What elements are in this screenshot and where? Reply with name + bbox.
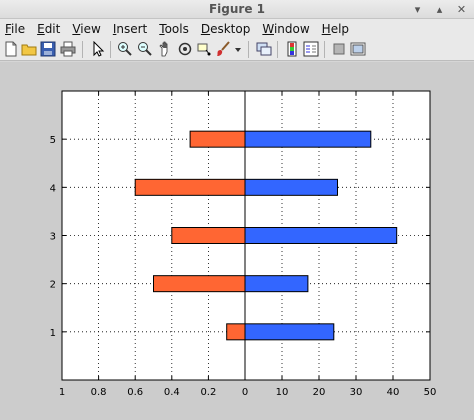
brush-menu-icon[interactable] [233,41,243,57]
legend-icon[interactable] [303,41,319,57]
print-icon[interactable] [60,41,76,57]
bar-right-2 [244,275,309,293]
toolbar-separator [110,41,111,58]
x-tick-label-right: 10 [276,387,289,398]
link-plot-icon[interactable] [256,41,272,57]
x-tick-label-right: 20 [313,387,326,398]
x-tick-label-left: 0.2 [200,387,216,398]
maximize-icon[interactable]: ▴ [436,3,443,16]
close-icon[interactable]: ✕ [456,3,467,16]
x-tick-label-left: 1 [59,387,65,398]
bar-right-3 [244,227,398,244]
y-tick-label: 2 [50,280,56,291]
menu-help[interactable]: Help [321,21,350,36]
title-bar: Figure 1 ▾ ▴ ✕ [0,0,474,19]
brush-icon[interactable] [215,41,231,57]
x-tick-label-left: 0.6 [127,387,143,398]
menu-file[interactable]: File [5,21,26,36]
window-title: Figure 1 [208,2,266,16]
menu-insert[interactable]: Insert [112,21,148,36]
bar-left-5 [189,130,246,148]
menu-bar: File Edit View Insert Tools Desktop Wind… [0,19,474,38]
zoom-in-icon[interactable] [117,41,133,57]
bar-chart[interactable]: 1 0.8 0.6 0.4 0.2 0 10 20 30 40 50 1 2 3 4 5 [0,62,474,420]
toolbar [0,38,474,61]
bar-left-2 [153,275,246,293]
x-tick-label-left: 0.8 [91,387,107,398]
bar-left-1 [226,323,246,341]
zoom-out-icon[interactable] [137,41,153,57]
toolbar-separator [324,41,325,58]
bar-left-3 [171,227,246,244]
y-tick-label: 4 [50,183,56,194]
new-figure-icon[interactable] [3,41,19,57]
bar-right-4 [244,178,338,196]
minimize-icon[interactable]: ▾ [414,3,421,16]
data-cursor-icon[interactable] [196,41,212,57]
figure-canvas: 1 0.8 0.6 0.4 0.2 0 10 20 30 40 50 1 2 3 4 5 [0,62,474,420]
menu-window[interactable]: Window [262,21,310,36]
menu-view[interactable]: View [72,21,101,36]
x-tick-label-right: 30 [350,387,363,398]
toolbar-separator [277,41,278,58]
menu-edit[interactable]: Edit [37,21,61,36]
bar-right-1 [244,323,335,341]
menu-tools[interactable]: Tools [159,21,189,36]
y-tick-label: 1 [50,328,56,339]
toolbar-separator [82,41,83,58]
bar-left-4 [134,178,246,196]
hide-plot-tools-icon[interactable] [331,41,347,57]
save-icon[interactable] [40,41,56,57]
x-tick-label-left: 0 [242,387,248,398]
y-tick-label: 3 [50,232,56,243]
rotate-icon[interactable] [177,41,193,57]
show-plot-tools-icon[interactable] [350,41,366,57]
y-tick-label: 5 [50,135,56,146]
pan-icon[interactable] [157,41,173,57]
bar-right-5 [244,130,372,148]
x-tick-label-left: 0.4 [164,387,180,398]
toolbar-separator [248,41,249,58]
x-tick-label-right: 40 [387,387,400,398]
pointer-icon[interactable] [90,41,106,57]
menu-desktop[interactable]: Desktop [200,21,251,36]
x-tick-label-right: 50 [424,387,437,398]
open-file-icon[interactable] [21,41,37,57]
colorbar-icon[interactable] [284,41,300,57]
